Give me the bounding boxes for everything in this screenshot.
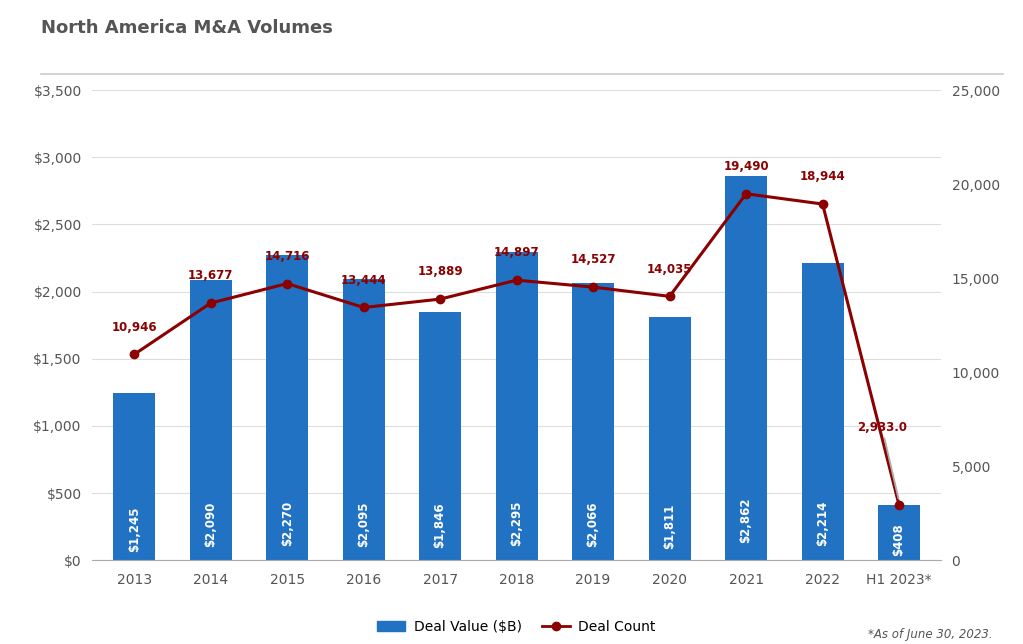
- Bar: [343, 279, 385, 560]
- Bar: [802, 263, 844, 560]
- Text: 19,490: 19,490: [723, 160, 769, 173]
- Text: 18,944: 18,944: [800, 171, 845, 184]
- Text: $2,090: $2,090: [205, 502, 217, 547]
- Text: 14,897: 14,897: [494, 247, 539, 260]
- Bar: [266, 256, 308, 560]
- Text: $2,295: $2,295: [510, 500, 523, 546]
- Text: $2,214: $2,214: [816, 501, 829, 546]
- Text: North America M&A Volumes: North America M&A Volumes: [41, 19, 332, 37]
- Bar: [878, 506, 920, 560]
- Bar: [114, 393, 155, 560]
- Text: 13,889: 13,889: [417, 265, 463, 278]
- Text: $2,095: $2,095: [357, 502, 370, 547]
- Legend: Deal Value ($B), Deal Count: Deal Value ($B), Deal Count: [371, 614, 662, 639]
- Text: *As of June 30, 2023.: *As of June 30, 2023.: [868, 628, 992, 641]
- Text: 13,677: 13,677: [188, 269, 233, 283]
- Text: $1,811: $1,811: [663, 503, 676, 549]
- Text: 2,933.0: 2,933.0: [857, 421, 907, 433]
- Text: 13,444: 13,444: [341, 274, 387, 287]
- Text: 14,035: 14,035: [647, 263, 693, 276]
- Text: 14,716: 14,716: [264, 250, 310, 263]
- Bar: [419, 312, 461, 560]
- Bar: [725, 176, 767, 560]
- Text: $1,245: $1,245: [128, 506, 140, 551]
- Text: $408: $408: [893, 524, 905, 556]
- Text: 10,946: 10,946: [112, 321, 157, 334]
- Bar: [495, 252, 538, 560]
- Bar: [572, 283, 614, 560]
- Bar: [189, 279, 231, 560]
- Text: $2,270: $2,270: [280, 501, 294, 546]
- Text: $2,862: $2,862: [740, 497, 753, 543]
- Text: $2,066: $2,066: [586, 502, 599, 547]
- Text: $1,846: $1,846: [434, 503, 447, 548]
- Bar: [649, 317, 691, 560]
- Text: 14,527: 14,527: [571, 254, 616, 267]
